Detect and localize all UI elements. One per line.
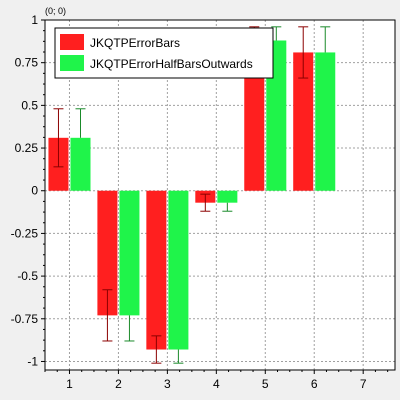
x-tick-label: 2 xyxy=(115,377,122,391)
legend: JKQTPErrorBars JKQTPErrorHalfBarsOutwards xyxy=(54,27,274,79)
legend-swatch xyxy=(60,34,84,50)
y-tick-label: 0 xyxy=(31,184,38,198)
bar-error-bars-x6 xyxy=(293,52,314,191)
x-tick-label: 3 xyxy=(164,377,171,391)
x-tick-label: 7 xyxy=(360,377,367,391)
legend-label: JKQTPErrorHalfBarsOutwards xyxy=(90,57,253,71)
legend-label: JKQTPErrorBars xyxy=(90,36,180,50)
y-tick-label: -1 xyxy=(27,354,38,368)
axes xyxy=(41,19,396,374)
bar-error-bars-x2 xyxy=(97,190,118,316)
y-tick-label: 1 xyxy=(31,13,38,27)
bar-half-bars-x4 xyxy=(217,190,238,203)
x-tick-label: 4 xyxy=(213,377,220,391)
plot-frame xyxy=(44,19,396,371)
y-tick-label: -0.25 xyxy=(11,226,39,240)
y-tick-label: 0.5 xyxy=(21,98,38,112)
bar-half-bars-x3 xyxy=(168,190,189,350)
y-tick-label: 0.75 xyxy=(15,56,39,70)
bar-half-bars-x1 xyxy=(70,137,91,191)
corner-coordinate-label: (0; 0) xyxy=(45,6,66,16)
bar-half-bars-x2 xyxy=(119,190,140,316)
y-tick-label: -0.5 xyxy=(17,269,38,283)
legend-box xyxy=(54,27,274,79)
x-tick-label: 1 xyxy=(66,377,73,391)
legend-swatch xyxy=(60,55,84,71)
y-tick-label: 0.25 xyxy=(15,141,39,155)
x-tick-label: 6 xyxy=(311,377,318,391)
bar-half-bars-x6 xyxy=(315,52,336,191)
bar-error-bars-x3 xyxy=(146,190,167,350)
tick-labels: 1 0.75 0.5 0.25 0 -0.25 -0.5 -0.75 -1 1 2 3 4 5 6 7 xyxy=(11,13,367,391)
x-tick-label: 5 xyxy=(262,377,269,391)
y-tick-label: -0.75 xyxy=(11,312,39,326)
